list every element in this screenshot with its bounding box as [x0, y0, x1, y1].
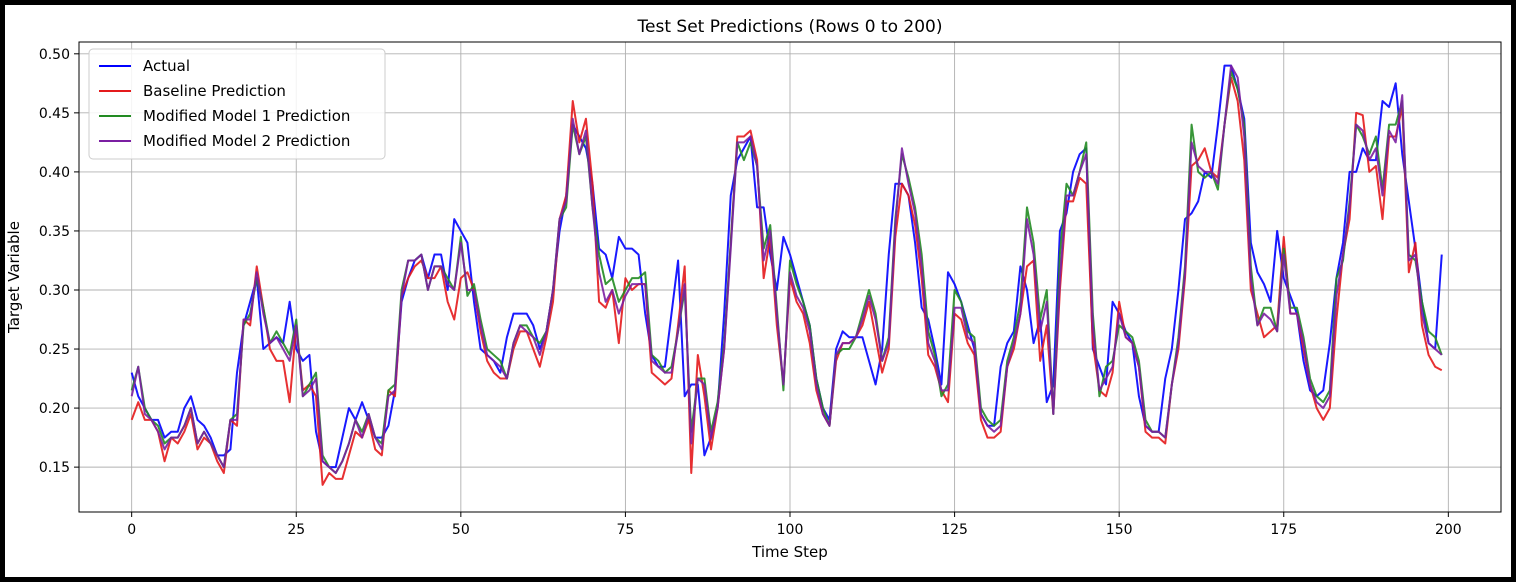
series-line-actual	[130, 64, 1443, 469]
legend-label: Modified Model 2 Prediction	[143, 132, 350, 150]
x-tick-label: 175	[1270, 522, 1297, 538]
y-tick-label: 0.40	[39, 165, 70, 181]
y-tick-label: 0.45	[39, 106, 70, 122]
x-tick-label: 100	[777, 522, 804, 538]
line-chart: 0 25 50 75 100 125 150 175 200 0.15 0.20 0.25 0.30 0.…	[5, 17, 1502, 561]
y-tick-label: 0.25	[39, 342, 70, 358]
legend-box	[88, 48, 386, 160]
x-axis-label: Time Step	[751, 543, 828, 561]
legend-label: Actual	[143, 57, 190, 75]
y-tick-label: 0.35	[39, 224, 70, 240]
legend-label: Modified Model 1 Prediction	[143, 107, 350, 125]
x-tick-label: 25	[287, 522, 305, 538]
x-tick-label: 125	[941, 522, 968, 538]
x-tick-label: 50	[452, 522, 470, 538]
plot-frame	[78, 41, 1502, 513]
legend-label: Baseline Prediction	[143, 82, 286, 100]
x-tick-label: 200	[1435, 522, 1462, 538]
y-tick-label: 0.50	[39, 47, 70, 63]
chart-figure: 0 25 50 75 100 125 150 175 200 0.15 0.20 0.25 0.30 0.…	[5, 5, 1511, 577]
x-tick-label: 0	[127, 522, 136, 538]
axes	[74, 41, 1502, 517]
y-axis-label: Target Variable	[5, 221, 23, 334]
y-tick-label: 0.30	[39, 283, 70, 299]
series-line-modified-model-2-prediction	[130, 64, 1443, 475]
y-tick-label: 0.20	[39, 401, 70, 417]
x-tick-label: 150	[1106, 522, 1133, 538]
legend: Actual Baseline Prediction Modified Model …	[88, 48, 386, 160]
y-tick-label: 0.15	[39, 460, 70, 476]
x-tick-label: 75	[617, 522, 635, 538]
tick-labels: 0 25 50 75 100 125 150 175 200 0.15 0.20 0.25 0.30 0.…	[39, 47, 1462, 538]
series-lines	[130, 64, 1443, 486]
chart-title: Test Set Predictions (Rows 0 to 200)	[637, 17, 943, 37]
